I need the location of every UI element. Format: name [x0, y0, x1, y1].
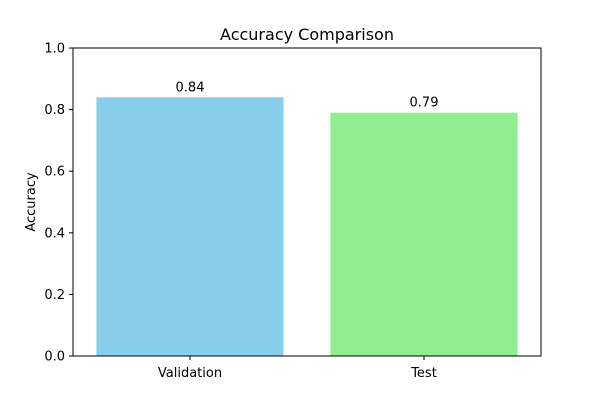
y-tick-label: 0.8	[44, 103, 65, 118]
y-tick-label: 0.0	[44, 350, 65, 365]
data-label-test: 0.79	[410, 96, 439, 111]
chart-title: Accuracy Comparison	[220, 25, 394, 44]
x-tick-label: Test	[410, 366, 437, 381]
plot-area: 0.84 Validation 0.79 Test 0.0 0.2 0.4 0.6 0.8 1.0	[44, 42, 542, 381]
y-axis-label: Accuracy	[24, 172, 39, 232]
y-tick-label: 0.6	[44, 165, 65, 180]
axes-frame	[72, 47, 542, 357]
y-tick-label: 0.4	[44, 226, 65, 241]
y-tick-label: 1.0	[44, 42, 65, 57]
bar-validation	[96, 97, 284, 356]
x-tick-label: Validation	[158, 366, 222, 381]
bar-test	[330, 112, 518, 357]
y-tick-label: 0.2	[44, 288, 65, 303]
data-label-validation: 0.84	[176, 80, 205, 95]
